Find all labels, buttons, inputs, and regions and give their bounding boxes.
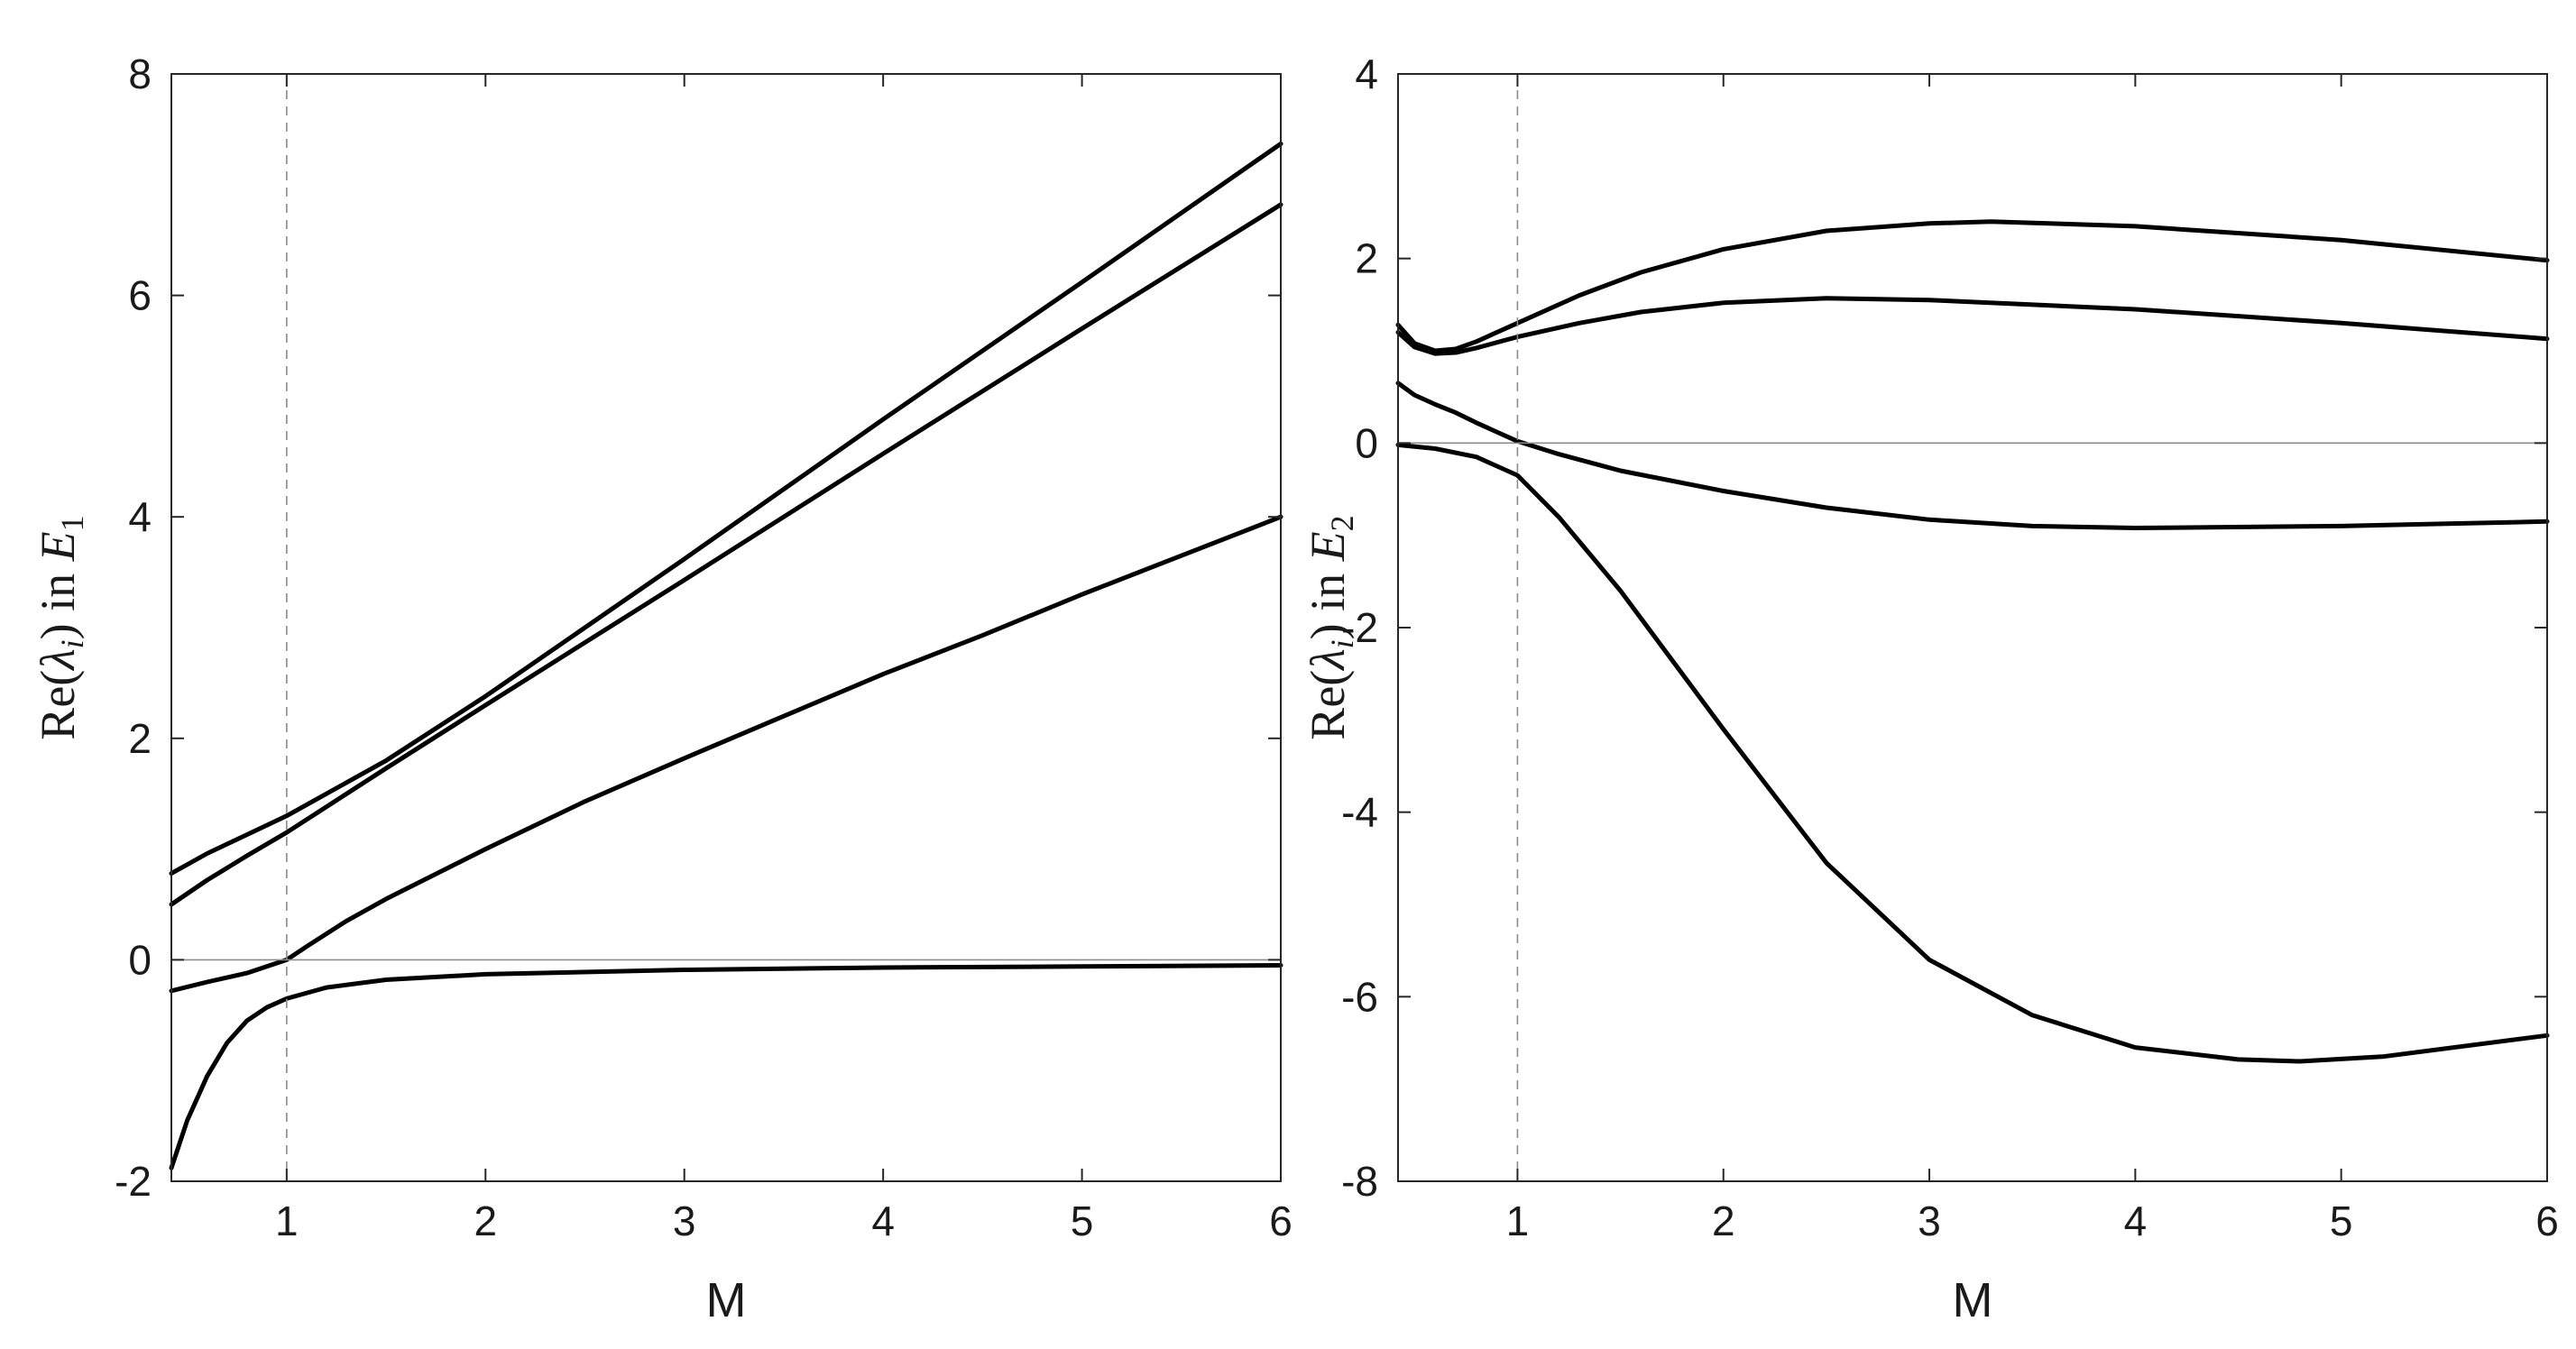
left-series-group	[169, 141, 1283, 1170]
right-y-tick-label: -2	[1341, 604, 1378, 651]
right-x-tick-label: 1	[1506, 1198, 1530, 1244]
right-x-tick-label: 5	[2330, 1198, 2353, 1244]
right-x-axis-label: M	[1953, 1273, 1993, 1327]
right-series-3-line	[1395, 381, 2550, 530]
left-ticks: 1 2 3 4 5 6 -2 0 2 4 6 8	[115, 50, 1293, 1244]
right-ylabel-symbol: λ	[1301, 648, 1355, 671]
left-ylabel-symbol-sub: i	[54, 639, 90, 648]
right-x-tick-label: 4	[2124, 1198, 2148, 1244]
right-series-group	[1395, 219, 2550, 1064]
left-series-4-line	[169, 963, 1283, 1170]
right-series-1-line	[1395, 219, 2550, 353]
left-y-tick-label: 0	[128, 936, 152, 983]
left-x-tick-label: 4	[871, 1198, 895, 1244]
right-x-tick-label: 6	[2535, 1198, 2559, 1244]
right-y-tick-label: 2	[1355, 235, 1378, 282]
left-x-tick-label: 2	[474, 1198, 497, 1244]
left-x-tick-label: 1	[275, 1198, 299, 1244]
right-series-4-line	[1395, 442, 2550, 1064]
left-x-tick-label: 5	[1071, 1198, 1094, 1244]
right-ylabel-space-sub: 2	[1324, 515, 1360, 531]
left-y-tick-label: 2	[128, 715, 152, 762]
right-x-tick-label: 3	[1918, 1198, 1941, 1244]
right-ylabel-symbol-sub: i	[1324, 639, 1360, 648]
left-series-3-line	[169, 514, 1283, 994]
right-y-tick-label: -4	[1341, 789, 1378, 836]
left-ylabel-mid: ) in	[31, 561, 85, 639]
left-ylabel-symbol: λ	[31, 648, 85, 671]
right-ylabel-prefix: Re(	[1301, 670, 1355, 740]
left-y-tick-label: -2	[115, 1158, 152, 1205]
right-y-tick-label: 4	[1355, 50, 1378, 97]
right-ticks: 1 2 3 4 5 6 -8 -6 -4 -2 0 2 4	[1341, 50, 2559, 1244]
right-x-tick-label: 2	[1712, 1198, 1735, 1244]
left-x-axis-label: M	[706, 1273, 747, 1327]
left-ylabel-prefix: Re(	[31, 670, 85, 740]
left-y-tick-label: 4	[128, 493, 152, 540]
left-axes-frame	[170, 73, 1282, 1182]
right-series-2-line	[1395, 296, 2550, 356]
right-ylabel-space: E	[1301, 531, 1355, 562]
right-ylabel-mid: ) in	[1301, 561, 1355, 639]
right-reference-lines	[1398, 74, 2547, 1181]
left-x-tick-label: 3	[673, 1198, 696, 1244]
left-reference-lines	[171, 74, 1281, 1181]
left-y-axis-label: Re(λi) in E1	[31, 515, 90, 739]
left-y-tick-label: 8	[128, 50, 152, 97]
left-ylabel-space-sub: 1	[54, 515, 90, 531]
left-series-1-line	[169, 141, 1283, 876]
left-ylabel-space: E	[31, 531, 85, 562]
right-y-tick-label: -6	[1341, 973, 1378, 1020]
left-series-2-line	[169, 202, 1283, 907]
right-y-tick-label: 0	[1355, 419, 1378, 466]
right-y-tick-label: -8	[1341, 1158, 1378, 1205]
right-y-axis-label: Re(λi) in E2	[1301, 515, 1360, 739]
left-y-tick-label: 6	[128, 272, 152, 319]
left-x-tick-label: 6	[1269, 1198, 1293, 1244]
